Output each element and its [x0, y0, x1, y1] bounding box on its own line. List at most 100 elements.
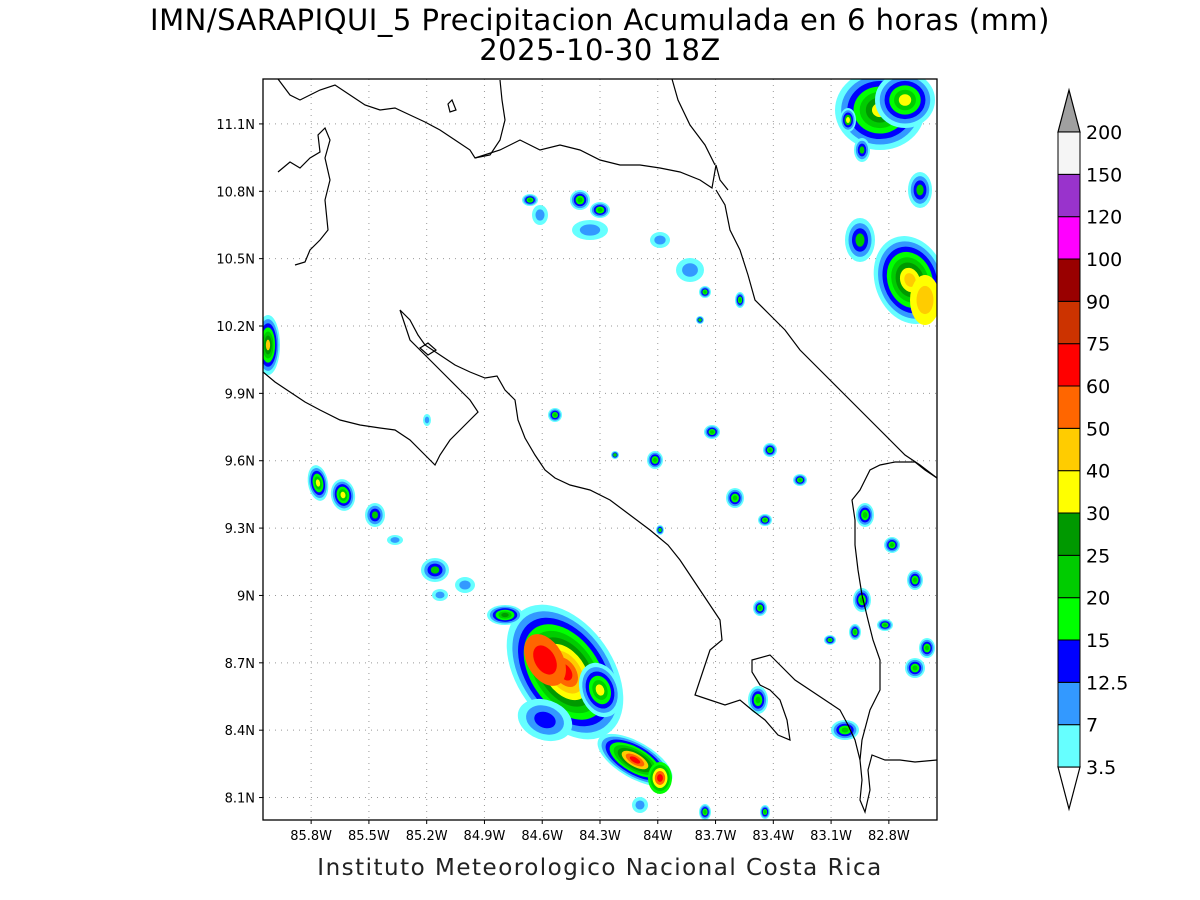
colorbar-segment	[1057, 554, 1081, 599]
lat-tick-label: 9.9N	[225, 387, 255, 402]
precip-cell	[535, 209, 545, 221]
precip-cell	[755, 696, 761, 704]
lon-tick-label: 84.3W	[579, 829, 621, 844]
map-title: IMN/SARAPIQUI_5 Precipitacion Acumulada …	[150, 3, 1050, 37]
colorbar-segment	[1057, 427, 1081, 472]
colorbar-label: 120	[1086, 207, 1122, 229]
precip-cell	[654, 235, 666, 245]
precip-cell	[703, 810, 707, 814]
colorbar-label: 150	[1086, 164, 1122, 186]
colorbar-over-triangle	[1057, 87, 1081, 133]
colorbar-segment	[1057, 343, 1081, 387]
precip-cell	[904, 273, 916, 287]
lat-tick-label: 8.1N	[225, 792, 255, 807]
colorbar-segment	[1057, 173, 1081, 218]
precip-cell	[534, 711, 556, 729]
precip-cell	[855, 233, 865, 247]
colorbar-segment	[1057, 724, 1081, 768]
precip-cell	[533, 645, 557, 675]
coastline-north-border	[277, 126, 331, 266]
precip-cell	[862, 512, 868, 518]
coastline-nicoya-island	[418, 342, 438, 356]
colorbar-segment	[1057, 216, 1081, 260]
lon-tick-label: 84.6W	[521, 829, 563, 844]
lat-tick-label: 8.7N	[225, 657, 255, 672]
colorbar-segment	[1057, 512, 1081, 556]
lon-tick-label: 85.2W	[406, 829, 448, 844]
lat-tick-label: 9N	[237, 589, 255, 604]
precip-cell	[925, 645, 929, 651]
precip-cell	[890, 543, 894, 547]
precip-cell	[859, 146, 865, 154]
coastline-border-nic-cr	[474, 139, 729, 191]
precip-cell	[659, 528, 661, 532]
colorbar-segment	[1057, 639, 1081, 683]
precip-cell	[732, 495, 738, 501]
precip-cell	[424, 416, 430, 424]
longitude-labels: 85.8W 85.5W 85.2W 84.9W 84.6W 84.3W 84W 83.7W 83…	[290, 820, 910, 844]
precip-cell	[841, 727, 849, 733]
colorbar-label: 15	[1086, 630, 1110, 652]
precip-cell	[758, 606, 762, 610]
colorbar-label: 30	[1086, 503, 1110, 525]
colorbar-under-triangle	[1057, 766, 1081, 812]
coastlines	[263, 79, 937, 814]
lat-tick-label: 9.3N	[225, 522, 255, 537]
precip-cell	[913, 577, 917, 583]
coastline-pacific-nicoya	[263, 309, 937, 814]
colorbar-segment	[1057, 300, 1081, 345]
precip-cell	[657, 774, 663, 782]
coastline-caribbean	[671, 79, 937, 479]
precip-cell	[390, 537, 400, 543]
colorbar-label: 12.5	[1086, 672, 1128, 694]
precip-cell	[763, 810, 767, 814]
precip-cell	[898, 94, 912, 106]
lon-tick-label: 83.7W	[695, 829, 737, 844]
precip-cell	[614, 454, 616, 456]
lat-tick-label: 10.2N	[216, 320, 255, 335]
colorbar-label: 75	[1086, 334, 1110, 356]
precip-cell	[916, 184, 924, 196]
colorbar-label: 7	[1086, 715, 1098, 737]
lon-tick-label: 83.1W	[810, 829, 852, 844]
lon-tick-label: 84.9W	[464, 829, 506, 844]
colorbar-segment	[1057, 681, 1081, 726]
map-subtitle-date: 2025-10-30 18Z	[479, 33, 721, 67]
colorbar-label: 200	[1086, 122, 1122, 144]
latitude-labels: 11.1N 10.8N 10.5N 10.2N 9.9N 9.6N 9.3N 9N 8.7N 8.…	[216, 118, 263, 807]
precip-cell	[435, 591, 445, 599]
colorbar-label: 3.5	[1086, 757, 1116, 779]
colorbar: 3.5 7 12.5 15 20 25 30 40 50 60 75 90 100 120 150 200	[1057, 87, 1128, 812]
colorbar-label: 90	[1086, 291, 1110, 313]
precip-cell	[340, 491, 346, 499]
coastline-nicaragua-lake	[277, 79, 506, 159]
precip-cell	[459, 580, 471, 590]
precip-cell	[798, 478, 802, 482]
precip-cell	[265, 339, 271, 351]
precip-cell	[916, 285, 934, 315]
precip-cell	[883, 623, 887, 627]
precip-cell	[710, 430, 714, 434]
precip-cell	[501, 612, 509, 618]
lat-tick-label: 10.8N	[216, 185, 255, 200]
precip-cell	[629, 756, 641, 764]
precip-cell	[682, 263, 698, 277]
precip-cell	[597, 208, 603, 212]
precip-cell	[912, 665, 918, 671]
lon-tick-label: 84W	[643, 829, 673, 844]
precip-cell	[371, 511, 379, 519]
coastline-lake-small	[447, 98, 457, 113]
precip-cell	[430, 566, 440, 574]
lat-tick-label: 11.1N	[216, 118, 255, 133]
lon-tick-label: 83.4W	[752, 829, 794, 844]
colorbar-label: 40	[1086, 461, 1110, 483]
precip-cell	[738, 298, 742, 302]
colorbar-segment	[1057, 258, 1081, 302]
precip-cell	[577, 197, 583, 203]
precip-cells	[263, 79, 937, 820]
precip-cell	[853, 630, 857, 634]
footer-credit: Instituto Meteorologico Nacional Costa R…	[317, 855, 883, 881]
lon-tick-label: 85.8W	[290, 829, 332, 844]
precip-cell	[553, 413, 557, 417]
